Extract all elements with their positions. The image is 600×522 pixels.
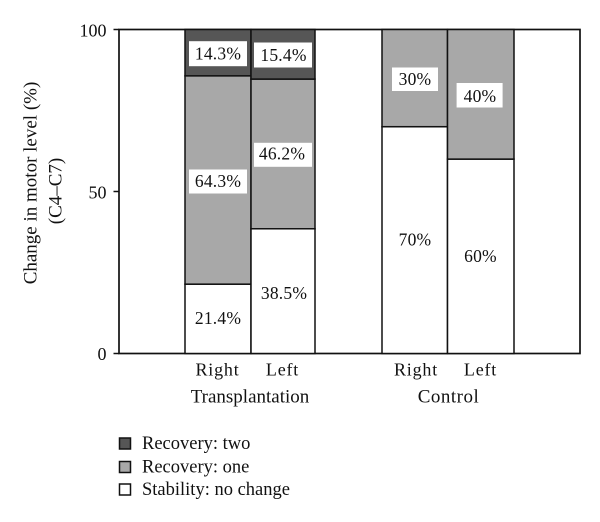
svg-text:Recovery: one: Recovery: one — [142, 458, 249, 478]
svg-text:50: 50 — [89, 182, 107, 202]
svg-text:100: 100 — [80, 21, 107, 41]
svg-text:(C4–C7): (C4–C7) — [46, 158, 67, 225]
svg-text:64.3%: 64.3% — [195, 171, 241, 191]
svg-text:Transplantation: Transplantation — [191, 387, 310, 408]
svg-text:Left: Left — [464, 360, 497, 380]
svg-text:15.4%: 15.4% — [260, 45, 306, 65]
svg-text:Left: Left — [266, 360, 299, 380]
svg-text:Control: Control — [418, 387, 480, 408]
svg-text:Recovery: two: Recovery: two — [142, 434, 250, 454]
svg-text:46.2%: 46.2% — [259, 144, 305, 164]
svg-text:14.3%: 14.3% — [195, 44, 241, 64]
svg-text:70%: 70% — [399, 230, 432, 250]
svg-text:38.5%: 38.5% — [261, 283, 307, 303]
svg-text:Change in motor level (%): Change in motor level (%) — [21, 82, 42, 285]
svg-text:0: 0 — [98, 344, 107, 364]
svg-text:60%: 60% — [464, 246, 497, 266]
svg-text:Stability: no change: Stability: no change — [142, 480, 290, 500]
svg-text:Right: Right — [394, 360, 438, 380]
svg-text:30%: 30% — [399, 69, 432, 89]
svg-text:Right: Right — [195, 360, 239, 380]
svg-text:40%: 40% — [464, 86, 497, 106]
svg-text:21.4%: 21.4% — [195, 308, 241, 328]
